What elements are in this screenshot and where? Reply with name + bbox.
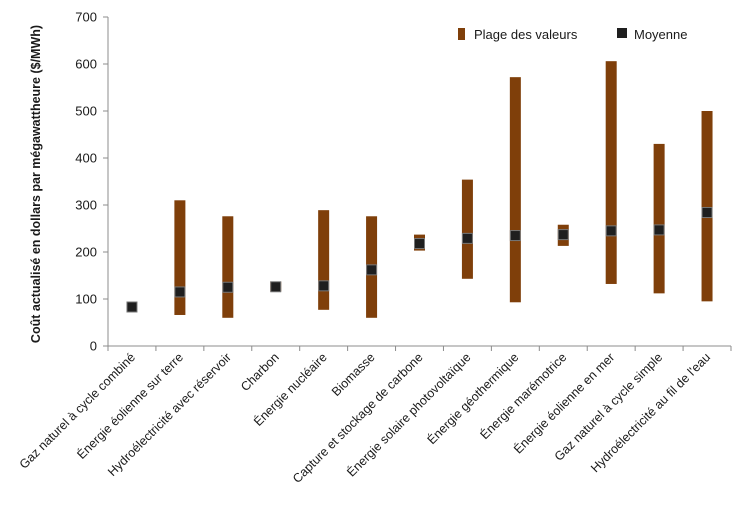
range-bar xyxy=(701,111,713,302)
y-tick-label: 0 xyxy=(90,339,97,354)
y-axis-label: Coût actualisé en dollars par mégawatthe… xyxy=(29,25,43,343)
mean-marker xyxy=(701,207,713,219)
legend-mean-swatch xyxy=(617,28,627,38)
mean-marker xyxy=(126,301,138,313)
range-bar xyxy=(461,179,473,279)
x-tick-label: Énergie géothermique xyxy=(424,349,522,447)
y-tick-label: 700 xyxy=(75,10,97,25)
y-tick-label: 400 xyxy=(75,151,97,166)
y-tick-label: 200 xyxy=(75,245,97,260)
mean-marker xyxy=(366,264,378,276)
mean-marker xyxy=(174,286,186,298)
mean-marker xyxy=(414,238,425,250)
range-bar xyxy=(174,200,186,315)
mean-marker xyxy=(653,224,665,236)
y-tick-label: 500 xyxy=(75,104,97,119)
x-tick-label: Énergie marémotrice xyxy=(477,349,570,442)
mean-marker xyxy=(222,281,234,293)
range-bar xyxy=(318,210,330,310)
x-ticks xyxy=(107,346,732,351)
y-tick-label: 300 xyxy=(75,198,97,213)
range-bars xyxy=(174,61,713,318)
mean-marker xyxy=(605,225,617,237)
x-tick-label: Charbon xyxy=(238,350,282,394)
mean-marker xyxy=(461,232,473,244)
mean-marker xyxy=(318,280,330,292)
range-bar xyxy=(605,61,617,284)
x-tick-label: Biomasse xyxy=(329,350,378,399)
y-tick-label: 100 xyxy=(75,292,97,307)
range-bar xyxy=(653,143,665,294)
y-ticks: 0 100 200 300 400 500 600 700 xyxy=(75,10,108,354)
mean-markers xyxy=(126,207,713,313)
legend-range-label: Plage des valeurs xyxy=(474,27,578,42)
y-tick-label: 600 xyxy=(75,57,97,72)
legend: Plage des valeurs Moyenne xyxy=(458,27,687,42)
mean-marker xyxy=(557,229,569,241)
mean-marker xyxy=(270,281,282,293)
legend-mean-label: Moyenne xyxy=(634,27,687,42)
legend-range-swatch xyxy=(458,28,465,40)
mean-marker xyxy=(509,230,521,242)
range-bar xyxy=(509,77,521,303)
range-bar xyxy=(222,216,234,318)
